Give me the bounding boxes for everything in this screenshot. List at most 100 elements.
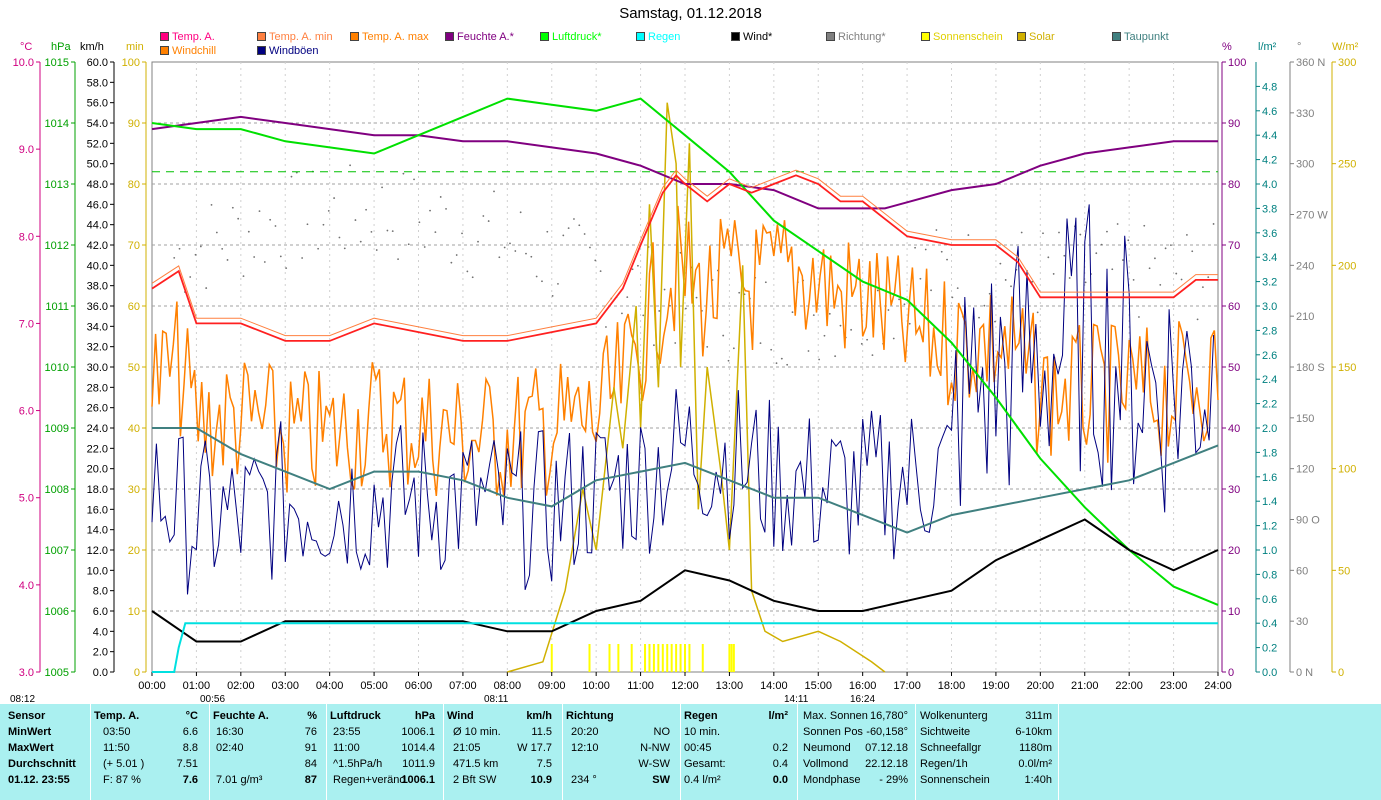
panel-value: W-SW	[638, 758, 670, 770]
axis-tick-label: 6.0	[93, 606, 108, 618]
panel-cell: Mondphase	[803, 774, 861, 786]
axis-tick-label: 52.0	[87, 138, 108, 150]
direction-dot	[775, 362, 778, 365]
direction-dot	[231, 206, 234, 209]
direction-dot	[434, 231, 437, 234]
direction-dot	[1020, 231, 1023, 234]
legend-item: Windböen	[257, 45, 319, 58]
chart-title: Samstag, 01.12.2018	[619, 5, 762, 22]
axis-tick-label: 30.0	[87, 362, 108, 374]
panel-header: Richtung	[566, 710, 614, 722]
axis-tick-label: 300	[1296, 159, 1314, 171]
axis-tick-label: 28.0	[87, 382, 108, 394]
panel-cell: 471.5 km	[453, 758, 499, 770]
x-tick-label: 07:00	[449, 680, 477, 692]
legend-swatch	[540, 32, 549, 41]
direction-dot	[1196, 318, 1199, 321]
direction-dot	[653, 344, 655, 347]
legend-swatch	[921, 32, 930, 41]
panel-value: 0.0l/m²	[1018, 758, 1052, 770]
direction-dot	[1201, 286, 1204, 289]
direction-dot	[525, 252, 527, 255]
panel-unit: %	[307, 710, 317, 722]
legend-swatch	[1017, 32, 1026, 41]
direction-dot	[850, 328, 853, 331]
axis-tick-label: 2.0	[93, 647, 108, 659]
direction-dot	[242, 275, 245, 278]
direction-dot	[333, 197, 336, 199]
direction-dot	[1138, 316, 1140, 318]
panel-cell: Sonnenschein	[920, 774, 990, 786]
axis-tick-label: 90 O	[1296, 515, 1320, 527]
x-tick-label: 04:00	[316, 680, 344, 692]
direction-dot	[221, 247, 224, 250]
direction-dot	[1079, 233, 1082, 236]
direction-dot	[1132, 278, 1135, 281]
direction-dot	[439, 196, 442, 198]
axis-tick-label: 3.6	[1262, 228, 1277, 240]
panel-value: SW	[652, 774, 670, 786]
direction-dot	[247, 230, 250, 233]
direction-dot	[732, 347, 735, 350]
x-tick-label: 10:00	[582, 680, 610, 692]
panel-cell: 11:00	[333, 742, 360, 754]
panel-cell: 20:20	[571, 726, 599, 738]
axis-tick-label: 5.0	[19, 493, 34, 505]
direction-dot	[738, 291, 741, 294]
axis-tick-label: 50.0	[87, 159, 108, 171]
panel-cell: Schneefallgr	[920, 742, 982, 754]
axis-tick-label: 22.0	[87, 443, 108, 455]
panel-cell: Wolkenunterg	[920, 710, 988, 722]
panel-cell: Regen+veränd.	[333, 774, 409, 786]
panel-value: 07.12.18	[865, 742, 908, 754]
panel-value: 22.12.18	[865, 758, 908, 770]
direction-dot	[503, 246, 506, 249]
panel-header: Wind	[447, 710, 474, 722]
panel-value: 6-10km	[1015, 726, 1052, 738]
axis-tick-label: 0.8	[1262, 569, 1277, 581]
legend-item: Feuchte A.*	[445, 31, 514, 44]
panel-cell: Ø 10 min.	[453, 726, 501, 738]
legend-swatch	[257, 46, 266, 55]
legend-label: Solar	[1029, 31, 1055, 43]
direction-dot	[764, 281, 767, 284]
dewpoint-line	[152, 427, 1219, 534]
direction-dot	[546, 230, 549, 233]
direction-dot	[834, 355, 837, 358]
sun-marker-label: 16:24	[850, 694, 875, 704]
panel-row-label: MinWert	[8, 726, 52, 738]
direction-dot	[786, 363, 789, 366]
legend-item: Temp. A. min	[257, 31, 333, 44]
x-tick-label: 05:00	[360, 680, 388, 692]
direction-dot	[343, 247, 346, 250]
legend-label: Taupunkt	[1124, 31, 1169, 43]
direction-dot	[562, 234, 565, 237]
x-tick-label: 15:00	[804, 680, 832, 692]
panel-cell: 12:10	[571, 742, 599, 754]
direction-dot	[365, 208, 367, 211]
axis-tick-label: 150	[1338, 362, 1356, 374]
panel-cell: 03:50	[103, 726, 131, 738]
direction-dot	[594, 259, 597, 262]
direction-dot	[498, 256, 501, 259]
direction-dot	[386, 229, 389, 232]
pressure-line	[151, 97, 1219, 606]
axis-tick-label: 40.0	[87, 260, 108, 272]
direction-dot	[429, 209, 431, 212]
direction-dot	[1122, 259, 1124, 261]
panel-separator	[443, 704, 444, 800]
panel-cell: 0.4 l/m²	[684, 774, 721, 786]
direction-dot	[1212, 223, 1215, 225]
panel-cell: Sonnen Pos	[803, 726, 863, 738]
panel-value: 91	[304, 742, 317, 754]
panel-cell: 16:30	[216, 726, 244, 738]
axis-tick-label: 60	[1228, 301, 1240, 313]
panel-cell: Regen/1h	[920, 758, 968, 770]
axis-tick-label: 24.0	[87, 423, 108, 435]
x-tick-label: 23:00	[1160, 680, 1188, 692]
axis-tick-label: 1014	[45, 118, 69, 130]
panel-separator	[1058, 704, 1059, 800]
direction-dot	[493, 190, 495, 193]
panel-unit: hPa	[414, 710, 435, 722]
axis-tick-label: 1008	[45, 484, 69, 496]
